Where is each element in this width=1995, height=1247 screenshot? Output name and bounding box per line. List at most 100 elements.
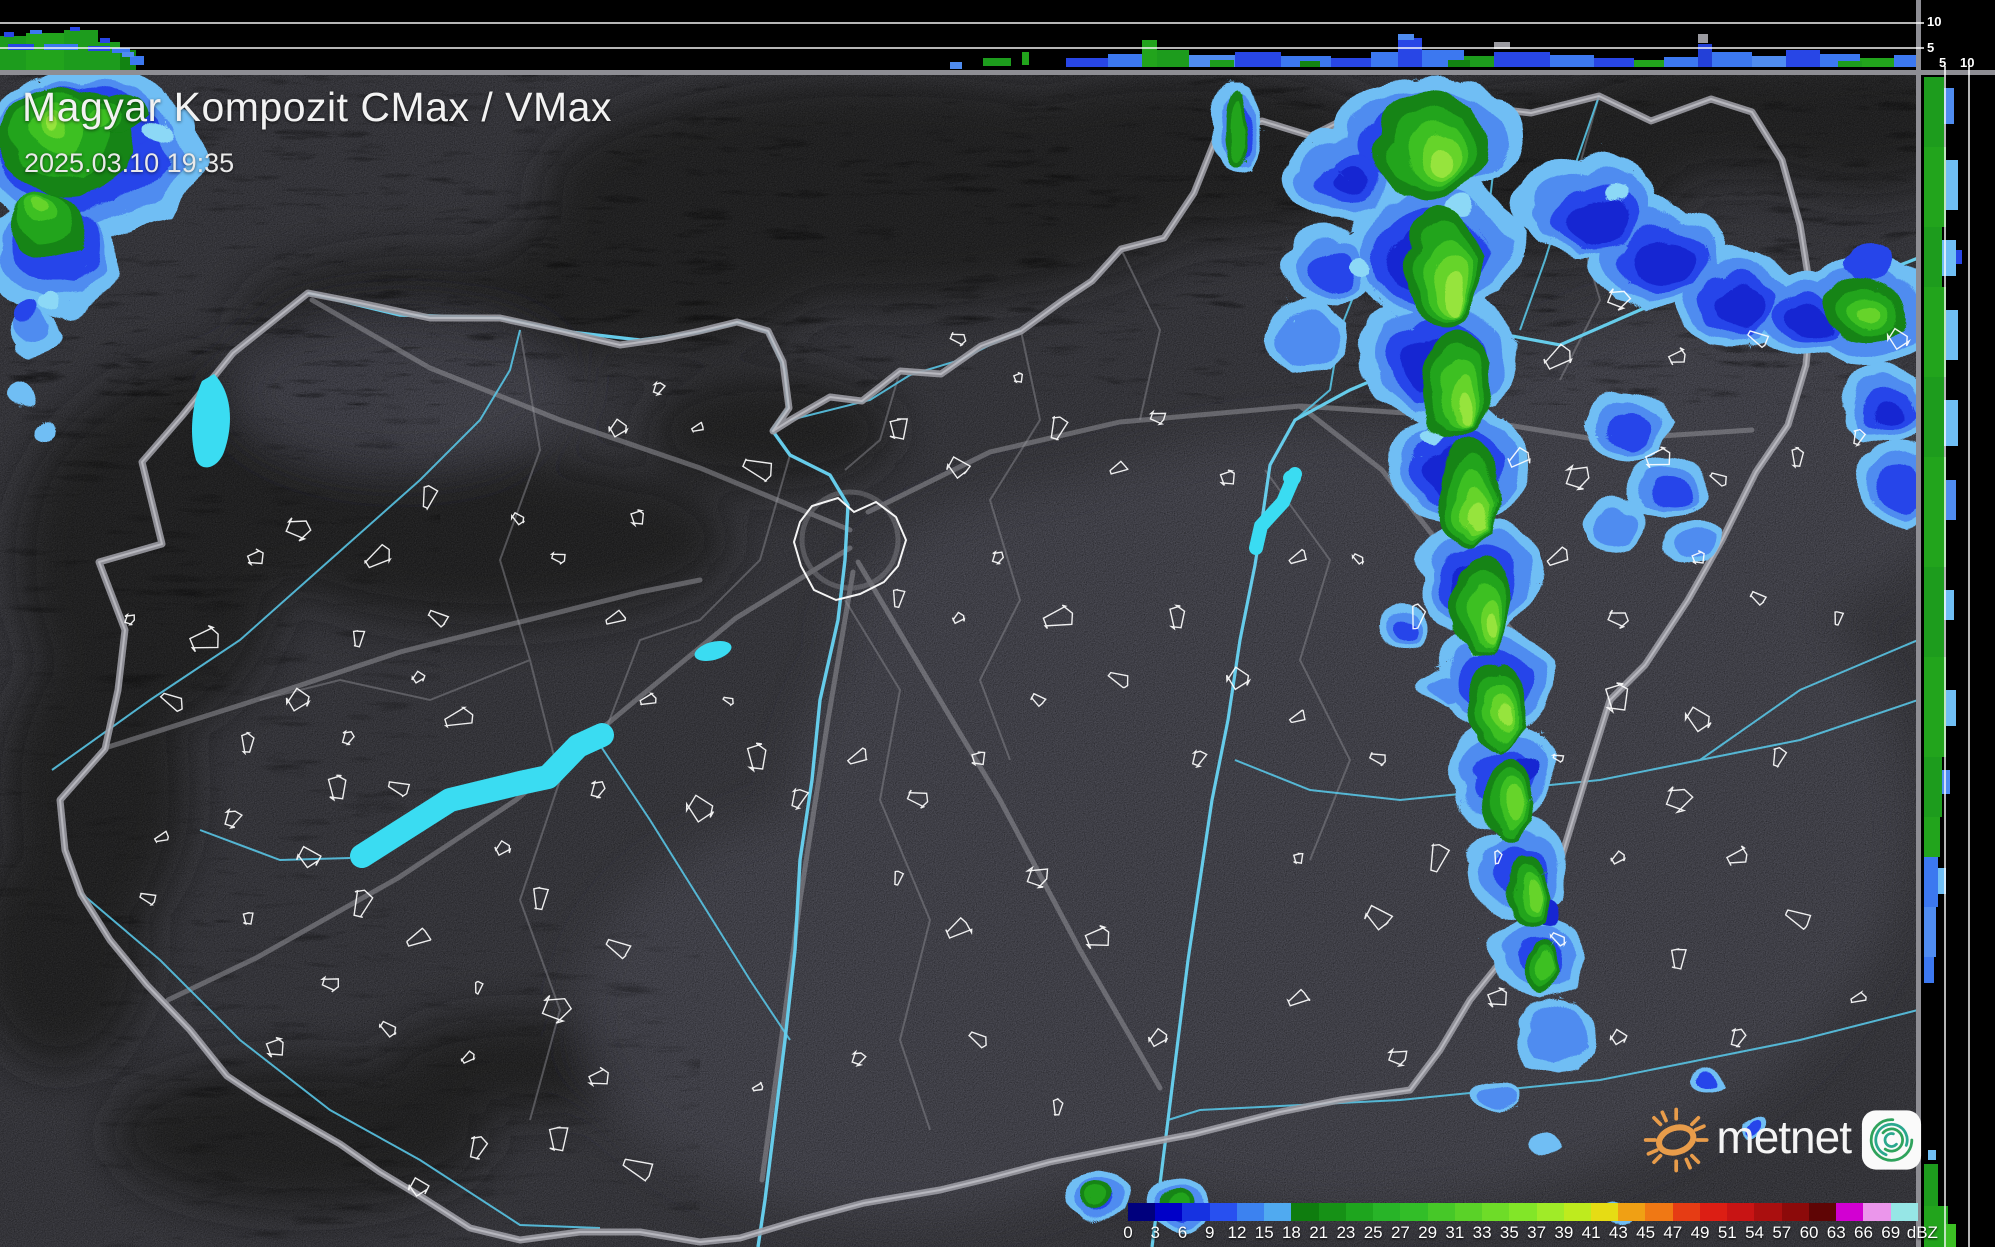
settlement-outline [722,696,734,707]
settlement-outline [1725,845,1748,866]
settlement-outline [906,789,929,809]
settlement-outline [587,1066,609,1088]
colorbar-swatch [1182,1203,1210,1221]
map-area [0,75,1918,1247]
colorbar-swatch [1618,1203,1646,1221]
colorbar-swatch [1482,1203,1510,1221]
colorbar-swatch [1808,1203,1837,1221]
colorbar-swatch [1373,1203,1401,1221]
settlement-outline [1107,671,1129,689]
settlement-outline [1430,843,1451,873]
settlement-outline [241,731,255,756]
echo-side-profile [1922,0,1995,1247]
settlement-outline [1052,1097,1064,1116]
settlement-outline [533,886,550,911]
settlement-outline [1030,692,1047,708]
settlement-outline [1550,753,1565,763]
colorbar-label: 18 [1281,1223,1301,1242]
colorbar-label: 60 [1799,1223,1819,1242]
colorbar-label: 57 [1772,1223,1792,1242]
metnet-app-icon [1861,1110,1922,1170]
colorbar-swatch [1128,1203,1156,1221]
settlement-outline [1288,548,1307,565]
settlement-outline [751,1081,764,1092]
radar-echoes [0,75,1918,1226]
colorbar-swatch [1727,1203,1755,1221]
colorbar-swatch [1454,1203,1483,1221]
settlement-outline [1169,604,1186,631]
colorbar-swatch [1427,1203,1455,1221]
settlement-outline [1708,472,1727,487]
settlement-outline [629,509,645,528]
settlement-outline [1191,749,1208,769]
settlement-outline [1292,852,1304,865]
settlement-outline [590,780,606,799]
colorbar-label: 43 [1608,1223,1628,1242]
colorbar-label: 33 [1472,1223,1492,1242]
colorbar-label: 15 [1254,1223,1274,1242]
settlement-outline [1288,709,1306,724]
settlement-outline [124,612,136,626]
settlement-outline [188,624,219,653]
settlement-outline [1507,446,1531,469]
settlement-outline [285,687,311,712]
settlement-outline [991,550,1005,565]
settlement-outline [971,751,986,767]
settlement-outline [378,1020,397,1038]
settlement-outline [605,609,627,625]
hungary-border [56,92,1816,1246]
settlement-outline [474,980,484,996]
settlement-outline [1148,1027,1169,1048]
settlement-outline [407,1176,430,1198]
settlement-outline [1543,343,1573,370]
settlement-outline [1853,428,1867,447]
settlement-outline [510,511,525,526]
settlement-outline [1606,288,1632,311]
colorbar-label: 27 [1390,1223,1410,1242]
settlement-outline [1834,611,1845,626]
settlement-outline [1148,409,1167,426]
metnet-logo: metnet [1642,1098,1922,1182]
settlement-outline [945,916,973,939]
settlement-outline [341,729,355,746]
colorbar-label: 31 [1445,1223,1465,1242]
colorbar-label: 25 [1363,1223,1383,1242]
settlement-outline [892,588,906,609]
settlement-outline [951,611,966,625]
height-tick-5km: 5 [1927,40,1935,55]
settlement-outline [1012,371,1024,384]
colorbar-swatch [1699,1203,1728,1221]
settlement-outline [1609,1028,1628,1046]
colorbar-swatch [1236,1203,1265,1221]
sun-icon [1643,1107,1709,1173]
settlement-outline [1219,469,1235,486]
settlement-outline [605,938,632,960]
settlement-outline [894,870,905,886]
colorbar-label: 49 [1690,1223,1710,1242]
colorbar-swatch [1590,1203,1619,1221]
settlement-outline [1850,990,1867,1004]
colorbar-label: 35 [1499,1223,1519,1242]
settlement-outline [139,892,157,906]
settlement-outline [1886,327,1911,351]
settlement-outline [1364,904,1394,931]
settlement-outline [652,380,667,397]
colorbar-label: 12 [1227,1223,1247,1242]
settlement-outline [246,548,264,567]
settlement-outline [1691,550,1705,565]
settlement-outline [411,670,426,684]
settlement-outline [285,517,312,542]
colorbar-label: 69 [1881,1223,1901,1242]
colorbar-swatch [1563,1203,1591,1221]
settlement-outline [327,774,347,802]
settlement-outline [1494,849,1503,865]
colorbar-label: 39 [1554,1223,1574,1242]
map-timestamp: 2025.03.10 19:35 [24,148,235,178]
settlement-outline [364,543,392,569]
colorbar-swatch [1536,1203,1564,1221]
settlement-outline [851,1049,867,1067]
colorbar-swatch [1264,1203,1292,1221]
settlement-outline [1226,666,1252,691]
